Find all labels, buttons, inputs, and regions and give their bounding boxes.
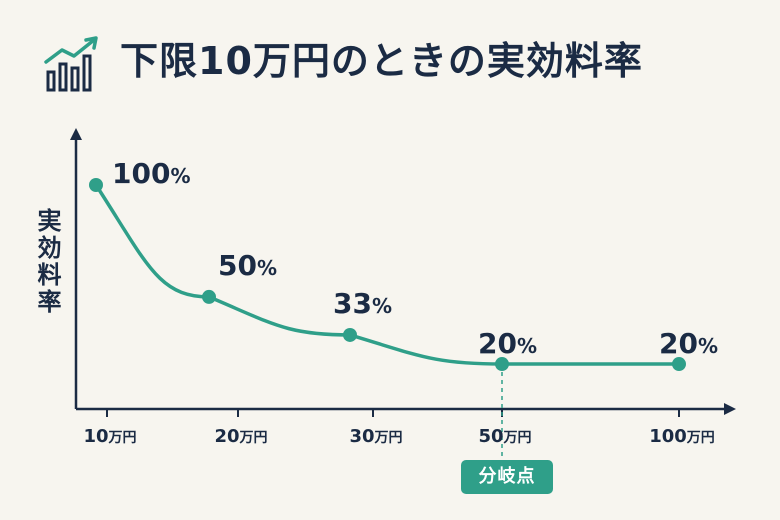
data-point-4 <box>672 357 686 372</box>
data-label-2: 33% <box>333 287 393 320</box>
x-tick-label-3: 50万円 <box>478 426 532 447</box>
x-tick-label-0: 10万円 <box>83 426 137 447</box>
data-point-0 <box>89 178 103 192</box>
data-label-3: 20% <box>478 327 538 360</box>
bar-chart-trend-icon <box>44 34 104 94</box>
annotation-badge: 分岐点 <box>461 460 553 494</box>
data-label-0: 100% <box>112 157 191 190</box>
data-point-3 <box>495 357 509 372</box>
x-axis-arrow <box>724 403 736 415</box>
data-label-1: 50% <box>218 249 278 282</box>
data-point-2 <box>343 327 357 342</box>
data-label-4: 20% <box>659 327 719 360</box>
x-tick-label-1: 20万円 <box>214 426 268 447</box>
series-line <box>94 183 681 366</box>
x-tick-label-2: 30万円 <box>349 426 403 447</box>
y-axis-label: 実効料率 <box>33 208 61 316</box>
data-point-1 <box>202 289 216 304</box>
y-axis-arrow <box>70 128 82 140</box>
chart-title: 下限10万円のときの実効料率 <box>120 39 643 83</box>
x-tick-label-4: 100万円 <box>649 426 715 447</box>
